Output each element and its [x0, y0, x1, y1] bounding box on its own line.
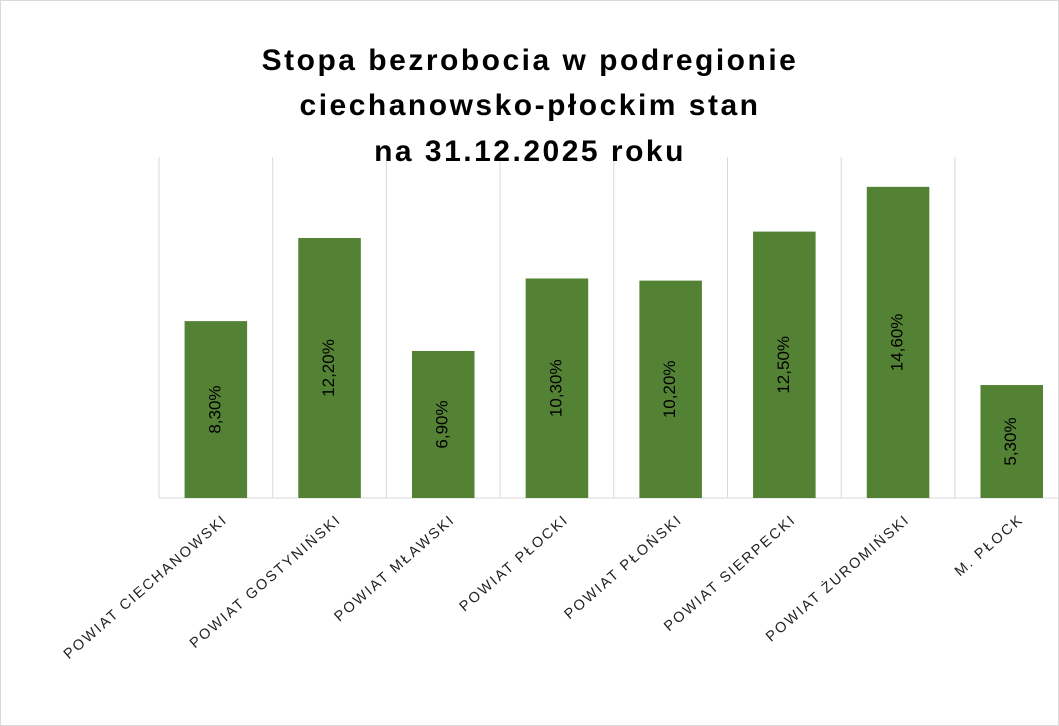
bar	[753, 231, 816, 498]
data-label: 8,30%	[205, 385, 224, 433]
data-label: 12,50%	[774, 336, 793, 394]
data-label: 12,20%	[319, 339, 338, 397]
data-label: 10,30%	[546, 359, 565, 417]
bar	[866, 186, 930, 498]
chart-title: Stopa bezrobocia w podregionie	[262, 44, 799, 77]
bar	[298, 237, 361, 499]
data-label: 14,60%	[888, 314, 907, 372]
chart-title: na 31.12.2025 roku	[374, 135, 686, 168]
bar	[980, 385, 1044, 498]
chart-title: ciechanowsko-płockim stan	[300, 89, 761, 122]
bar	[411, 350, 475, 498]
data-label: 5,30%	[1001, 417, 1020, 465]
bar	[639, 280, 702, 498]
data-label: 10,20%	[660, 360, 679, 418]
data-label: 6,90%	[433, 400, 452, 448]
bar	[525, 278, 589, 498]
bar	[184, 321, 248, 498]
